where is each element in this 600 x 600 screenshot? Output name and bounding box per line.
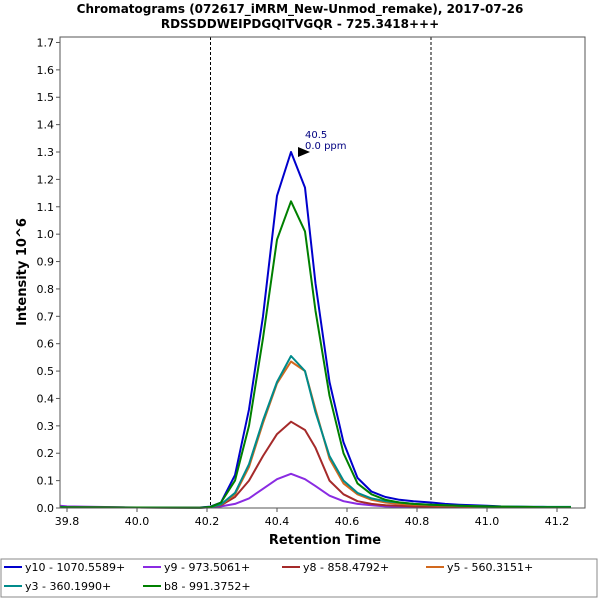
peak-rt-label: 40.5 [305,130,327,141]
x-tick-label: 40.6 [335,515,360,528]
x-tick-label: 40.8 [405,515,430,528]
y-tick-label: 0.7 [37,310,55,323]
series-line-1 [60,151,571,509]
series-line-6 [60,200,571,509]
y-tick-label: 1.6 [37,64,55,77]
legend-label: y3 - 360.1990+ [25,580,111,593]
y-tick-label: 0.6 [37,338,55,351]
x-tick-label: 41.0 [475,515,500,528]
chart-subtitle: RDSSDDWEIPDGQITVGQR - 725.3418+++ [161,17,439,31]
x-axis-title: Retention Time [269,533,381,548]
legend-label: b8 - 991.3752+ [164,580,251,593]
x-tick-label: 40.0 [125,515,150,528]
y-tick-label: 1.3 [37,146,55,159]
y-tick-label: 0.8 [37,283,55,296]
legend-label: y8 - 858.4792+ [303,561,389,574]
series-line-3 [59,420,571,509]
legend-label: y10 - 1070.5589+ [25,561,125,574]
y-tick-label: 1.2 [37,173,55,186]
y-tick-label: 0.3 [37,420,55,433]
peak-boundaries [210,37,432,508]
y-tick-label: 1.0 [37,228,55,241]
peak-arrow-icon [298,147,310,158]
series-line-2 [59,472,571,509]
legend-label: y9 - 973.5061+ [164,561,250,574]
legend-label: y5 - 560.3151+ [447,561,533,574]
x-tick-label: 41.2 [545,515,570,528]
y-axis-title: Intensity 10^6 [15,218,30,326]
y-tick-label: 0.2 [37,447,55,460]
series-lines [59,151,571,509]
y-tick-label: 0.1 [37,475,55,488]
chart-title: Chromatograms (072617_iMRM_New-Unmod_rem… [77,2,524,17]
y-tick-label: 0.9 [37,256,55,269]
y-tick-label: 1.5 [37,91,55,104]
y-tick-label: 0.0 [37,502,55,515]
y-tick-label: 1.1 [37,201,55,214]
x-tick-label: 40.4 [265,515,290,528]
plot-area [59,36,586,509]
peak-annotation: 40.5 0.0 ppm [298,130,347,158]
y-tick-label: 0.5 [37,365,55,378]
y-tick-label: 1.7 [37,36,55,49]
peak-ppm-label: 0.0 ppm [305,141,347,152]
legend-box [0,558,598,598]
x-tick-label: 39.8 [55,515,80,528]
x-tick-label: 40.2 [195,515,220,528]
y-tick-label: 1.4 [37,119,55,132]
x-axis: 39.8 40.0 40.2 40.4 40.6 40.8 41.0 41.2 [55,508,570,528]
y-axis: 0.0 0.1 0.2 0.3 0.4 0.5 0.6 0.7 0.8 0.9 1.0 1.1 1.2 1… [37,36,60,515]
y-tick-label: 0.4 [37,392,55,405]
legend: y10 - 1070.5589+ y9 - 973.5061+ y8 - 858.4… [4,561,533,593]
